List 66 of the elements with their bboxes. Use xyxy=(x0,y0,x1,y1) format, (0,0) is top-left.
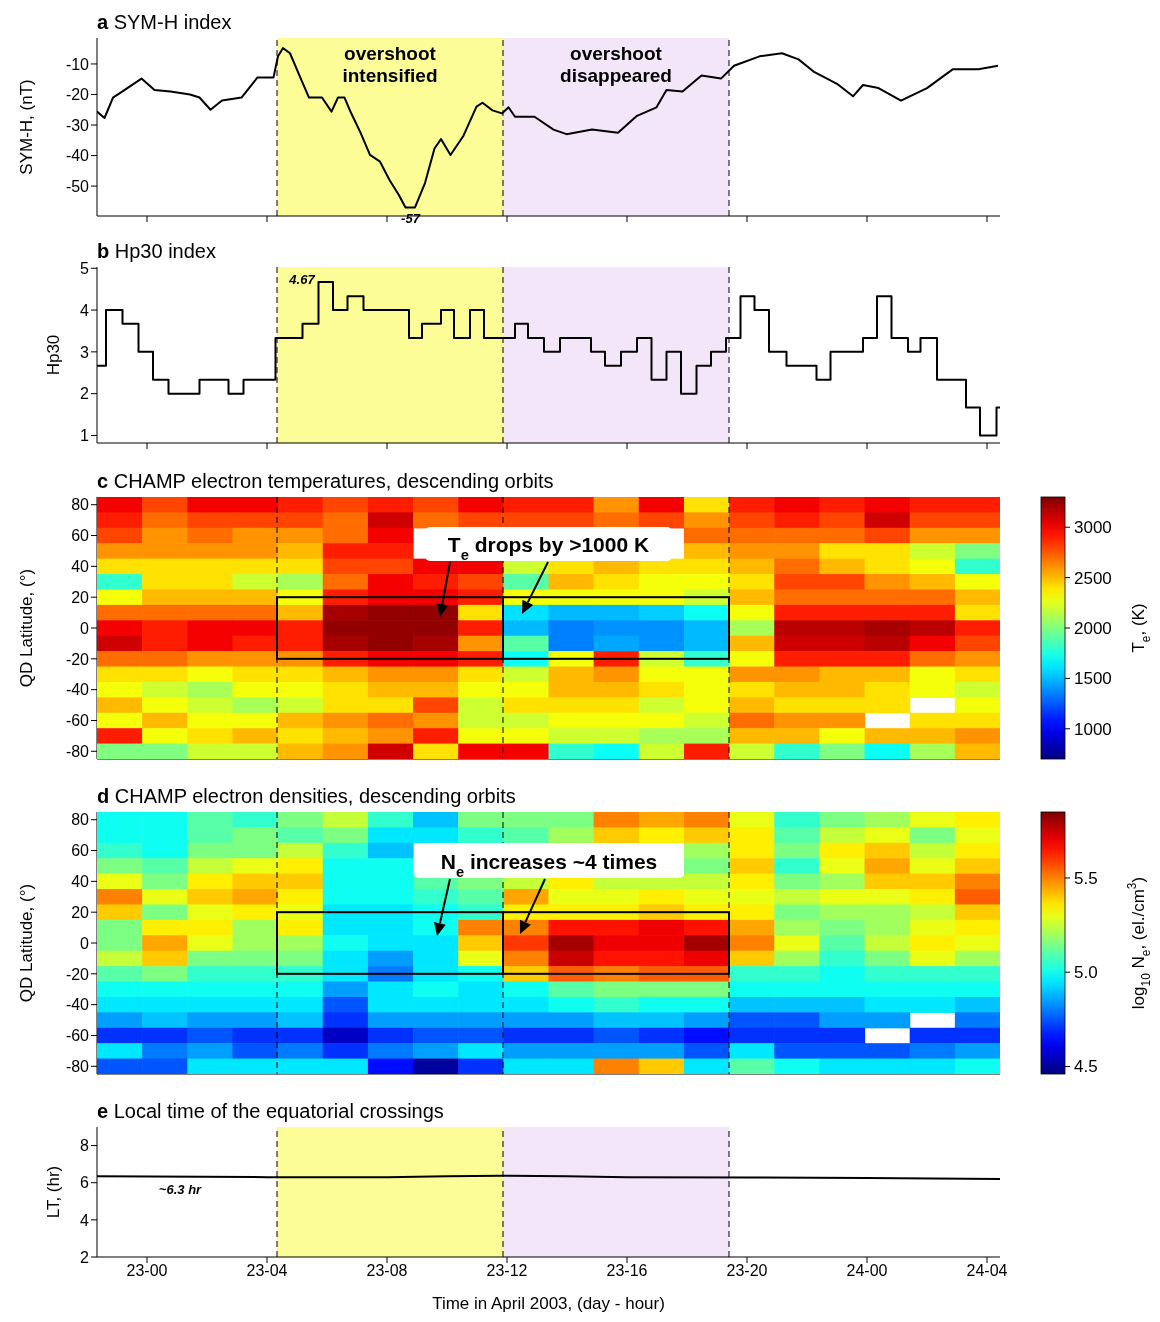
y-axis-title: SYM-H, (nT) xyxy=(17,79,37,175)
chart-title: c CHAMP electron temperatures, descending orbits xyxy=(97,470,554,492)
y-axis-title: QD Latitude, (°) xyxy=(17,883,37,1003)
band-label: overshoot disappeared xyxy=(560,43,672,86)
y-tick-label: 40 xyxy=(71,558,90,576)
y-axis-title: Hp30 xyxy=(44,334,64,376)
x-tick-label: 23-16 xyxy=(606,1262,648,1280)
color-bar-label: 5.5 xyxy=(1074,868,1098,888)
y-tick-label: 3 xyxy=(80,343,90,361)
y-tick-label: 2 xyxy=(80,385,90,403)
y-tick-label: -20 xyxy=(65,965,90,983)
x-tick-label: 23-04 xyxy=(246,1262,288,1280)
y-tick-label: -40 xyxy=(65,996,90,1014)
y-tick-label: -40 xyxy=(65,147,90,165)
y-tick-label: 80 xyxy=(71,496,90,514)
color-bar-label: 2500 xyxy=(1074,568,1112,588)
x-axis-title: Time in April 2003, (day - hour) xyxy=(432,1294,665,1313)
color-bar-label: 3000 xyxy=(1074,518,1112,538)
y-tick-label: -20 xyxy=(65,650,90,668)
color-bar-label: 2000 xyxy=(1074,619,1112,638)
y-tick-label: 0 xyxy=(80,619,90,637)
y-tick-label: -20 xyxy=(65,86,90,104)
y-tick-label: 2 xyxy=(80,1248,90,1266)
annotation: N$_{e}$ increases ~4 times xyxy=(440,849,658,880)
y-tick-label: 80 xyxy=(71,811,90,829)
y-tick-label: 5 xyxy=(80,259,90,277)
x-tick-label: 24-00 xyxy=(846,1262,888,1280)
y-tick-label: -80 xyxy=(65,742,90,760)
y-tick-label: 40 xyxy=(71,873,90,891)
y-tick-label: 20 xyxy=(71,588,90,606)
chart-title: a SYM-H index xyxy=(97,11,232,33)
color-bar-label: 1000 xyxy=(1074,719,1112,739)
band-label: overshoot intensified xyxy=(342,43,438,86)
y-tick-label: -10 xyxy=(65,55,90,73)
x-tick-label: 23-20 xyxy=(726,1262,768,1280)
chart-title: b Hp30 index xyxy=(97,240,216,262)
annotation: T$_{e}$ drops by >1000 K xyxy=(447,533,650,563)
y-tick-label: 60 xyxy=(71,527,90,545)
y-tick-label: 4 xyxy=(80,1211,90,1229)
x-tick-label: 23-08 xyxy=(366,1262,408,1280)
annotation: -57 xyxy=(401,211,421,227)
y-axis-title: QD Latitude, (°) xyxy=(17,568,37,688)
y-tick-label: -60 xyxy=(65,1027,90,1045)
x-tick-label: 23-00 xyxy=(126,1262,168,1280)
y-tick-label: -60 xyxy=(65,712,90,730)
y-tick-label: 1 xyxy=(80,427,90,445)
y-tick-label: -30 xyxy=(65,116,90,134)
color-bar-label: 5.0 xyxy=(1074,963,1098,983)
y-tick-label: 8 xyxy=(80,1137,90,1155)
chart-title: d CHAMP electron densities, descending orbits xyxy=(97,785,516,807)
y-tick-label: 0 xyxy=(80,934,90,952)
y-tick-label: -40 xyxy=(65,681,90,699)
color-bar-label: 1500 xyxy=(1074,669,1112,689)
y-axis-title: LT, (hr) xyxy=(44,1165,64,1219)
x-tick-label: 24-04 xyxy=(966,1262,1008,1280)
y-tick-label: 4 xyxy=(80,301,90,319)
color-bar-label: 4.5 xyxy=(1074,1057,1098,1077)
y-tick-label: 6 xyxy=(80,1174,90,1192)
y-tick-label: -50 xyxy=(65,177,90,195)
y-tick-label: 60 xyxy=(71,842,90,860)
y-tick-label: -80 xyxy=(65,1057,90,1075)
chart-title: e Local time of the equatorial crossings xyxy=(97,1100,444,1122)
x-tick-label: 23-12 xyxy=(486,1262,528,1280)
y-tick-label: 20 xyxy=(71,903,90,921)
annotation: ~6.3 hr xyxy=(158,1182,203,1197)
annotation: 4.67 xyxy=(288,272,316,288)
